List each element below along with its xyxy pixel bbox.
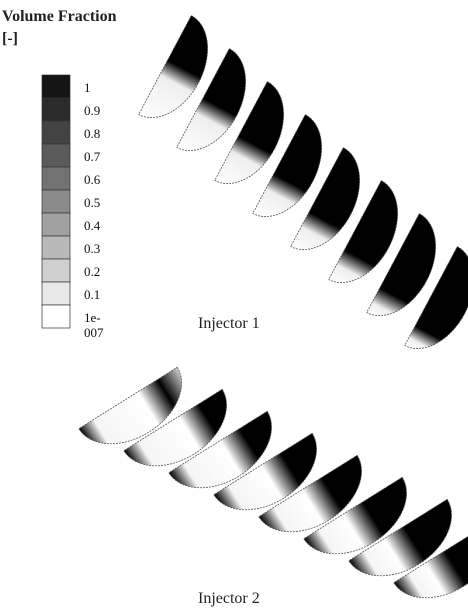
legend-title: Volume Fraction [-]: [2, 6, 120, 50]
legend-label: 0.5: [84, 195, 114, 210]
colorbar-band: [42, 305, 70, 328]
legend-label: 0.3: [84, 241, 114, 256]
legend-label: 1: [84, 80, 114, 95]
colorbar-band: [42, 236, 70, 259]
colorbar-band: [42, 98, 70, 121]
colorbar-band: [42, 190, 70, 213]
legend-label: 0.1: [84, 287, 114, 302]
colorbar-band: [42, 144, 70, 167]
legend-label: 0.6: [84, 172, 114, 187]
figure: Volume Fraction [-] 1 0.9 0.8 0.7 0.6 0.5 0.4 0…: [0, 0, 468, 615]
colorbar-band: [42, 121, 70, 144]
legend-label: 0.7: [84, 149, 114, 164]
caption: Injector 1: [198, 315, 260, 333]
colorbar-band: [42, 213, 70, 236]
colorbar-band: [42, 167, 70, 190]
colorbar-band: [42, 282, 70, 305]
colorbar-band: [42, 75, 70, 98]
colorbar-band: [42, 259, 70, 282]
caption: Injector 2: [198, 590, 260, 608]
legend-label: 0.2: [84, 264, 114, 279]
legend-label: 1e-007: [84, 310, 114, 340]
legend-label: 0.8: [84, 126, 114, 141]
legend-label: 0.9: [84, 103, 114, 118]
legend-label: 0.4: [84, 218, 114, 233]
figure-art: [0, 0, 468, 615]
